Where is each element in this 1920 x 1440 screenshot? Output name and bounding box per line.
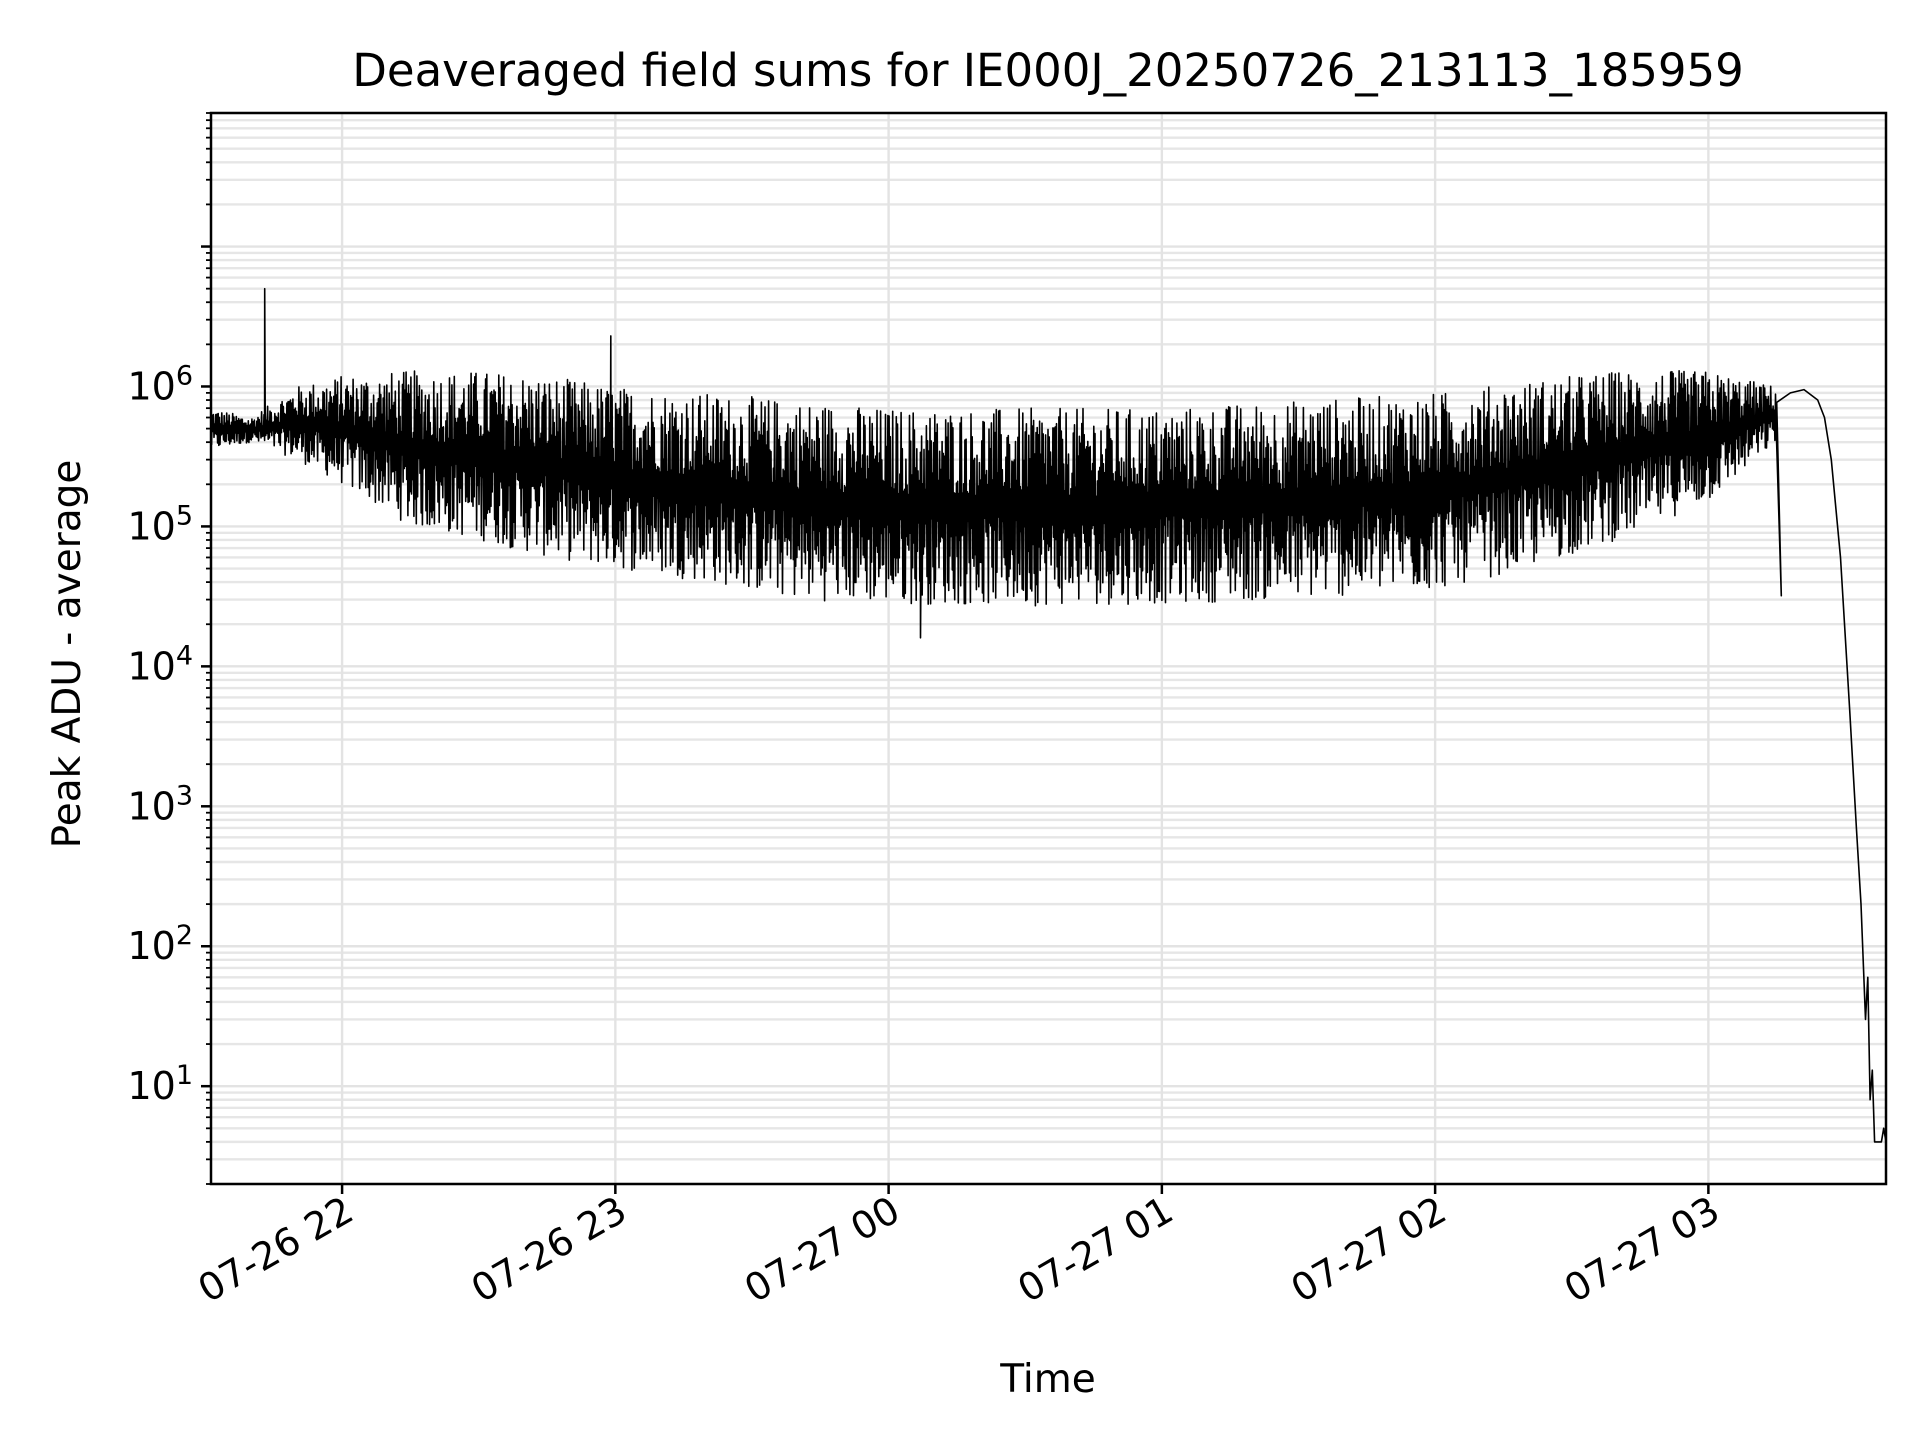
chart-title: Deaveraged field sums for IE000J_2025072…	[352, 44, 1744, 97]
y-tick-label: 106	[127, 360, 193, 408]
y-axis-label: Peak ADU - average	[45, 460, 90, 849]
x-axis-label: Time	[999, 1357, 1095, 1402]
series-line	[210, 287, 1887, 1143]
y-tick-label: 103	[127, 780, 193, 828]
plot-frame	[209, 111, 1888, 1186]
y-tick-label: 104	[127, 640, 193, 688]
y-tick-label: 105	[127, 500, 193, 548]
y-tick-label: 101	[127, 1060, 193, 1108]
y-tick-label: 102	[127, 920, 193, 968]
